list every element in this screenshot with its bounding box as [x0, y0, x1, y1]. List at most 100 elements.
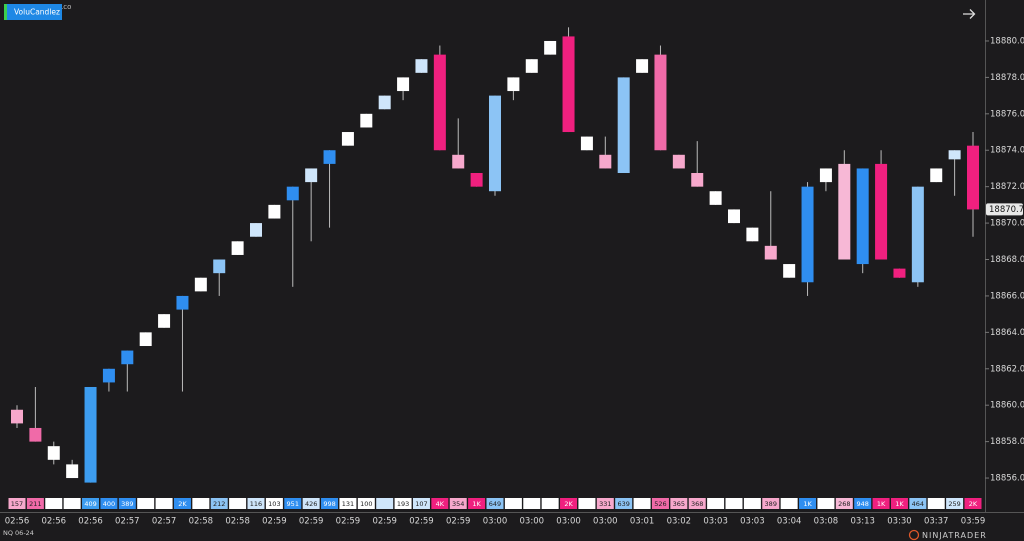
x-tick-label: 02:58: [225, 517, 250, 527]
volume-cell: [376, 498, 394, 509]
candle-body: [654, 54, 667, 151]
volume-label: 368: [691, 500, 703, 508]
candle-body: [47, 446, 60, 460]
volume-cell: [394, 498, 412, 509]
volume-cell: [596, 498, 614, 509]
volume-label: 526: [654, 500, 666, 508]
volume-label: 1K: [472, 500, 481, 508]
volume-label: 107: [415, 500, 427, 508]
x-tick-label: 02:59: [446, 517, 471, 527]
candle-body: [433, 54, 446, 151]
y-tick-label: 18880.00: [990, 36, 1024, 46]
volume-label: 100: [360, 500, 372, 508]
x-tick-label: 03:00: [593, 517, 618, 527]
candle-body: [599, 154, 612, 169]
volume-cell: [431, 498, 449, 509]
candle-body: [341, 132, 354, 146]
volume-cell: [82, 498, 100, 509]
candle-body: [617, 77, 630, 174]
y-tick-label: 18858.00: [990, 437, 1024, 447]
volume-cell: [946, 498, 964, 509]
volume-cell: [173, 498, 191, 509]
candle-body: [250, 223, 262, 237]
volume-label: 103: [268, 500, 280, 508]
candle-body: [305, 168, 318, 183]
x-tick-label: 03:01: [630, 517, 655, 527]
candle-body: [231, 241, 244, 255]
candle-body: [121, 350, 134, 365]
x-tick-label: 02:57: [115, 517, 140, 527]
volume-cell: [707, 498, 725, 509]
volume-label: 259: [948, 500, 960, 508]
volume-cell: [633, 498, 651, 509]
x-tick-label: 03:00: [520, 517, 545, 527]
last-price-label: 18870.75: [989, 205, 1024, 215]
badge-accent: [4, 4, 7, 20]
candle-body: [176, 295, 189, 310]
volume-cell: [229, 498, 247, 509]
volume-label: 998: [323, 500, 335, 508]
volume-cell: [504, 498, 522, 509]
volume-cell: [651, 498, 669, 509]
y-tick-label: 18878.00: [990, 73, 1024, 83]
volume-cell: [817, 498, 835, 509]
volume-cell: [339, 498, 357, 509]
y-tick-label: 18870.00: [990, 219, 1024, 229]
x-tick-label: 03:30: [887, 517, 912, 527]
volume-cell: [8, 498, 26, 509]
candle-body: [84, 386, 97, 483]
x-tick-label: 03:02: [667, 517, 692, 527]
volume-cell: [578, 498, 596, 509]
x-tick-label: 02:56: [42, 517, 67, 527]
volume-cell: [412, 498, 430, 509]
volume-label: 116: [250, 500, 262, 508]
volume-cell: [799, 498, 817, 509]
volume-cell: [890, 498, 908, 509]
volume-label: 426: [305, 500, 317, 508]
x-tick-label: 02:59: [299, 517, 324, 527]
volume-cell: [615, 498, 633, 509]
volume-label: 212: [213, 500, 225, 508]
volume-cell: [670, 498, 688, 509]
volume-cell: [247, 498, 265, 509]
volume-label: 2K: [969, 500, 978, 508]
y-tick-label: 18872.00: [990, 182, 1024, 192]
y-tick-label: 18862.00: [990, 364, 1024, 374]
volume-label: 331: [599, 500, 611, 508]
candle-body: [672, 154, 685, 169]
indicator-badge[interactable]: [4, 4, 62, 20]
volume-label: 400: [103, 500, 115, 508]
x-tick-label: 03:13: [850, 517, 875, 527]
volume-label: 211: [29, 500, 41, 508]
volume-cell: [210, 498, 228, 509]
y-tick-label: 18864.00: [990, 328, 1024, 338]
volume-label: 409: [84, 500, 96, 508]
x-tick-label: 02:59: [372, 517, 397, 527]
volume-label: 2K: [178, 500, 187, 508]
x-tick-label: 02:57: [152, 517, 177, 527]
volume-cell: [762, 498, 780, 509]
volume-cell: [302, 498, 320, 509]
candle-body: [911, 186, 924, 283]
scroll-arrow[interactable]: [963, 9, 976, 19]
candle-body: [636, 59, 649, 73]
volume-cell: [45, 498, 63, 509]
candle-body: [801, 186, 814, 283]
volume-label: 649: [489, 500, 501, 508]
volume-label: 268: [838, 500, 850, 508]
candle-body: [29, 427, 42, 442]
candle-body: [415, 59, 428, 73]
candle-body: [544, 40, 557, 55]
candle-body: [525, 59, 538, 73]
volume-cell: [780, 498, 798, 509]
volume-cell: [449, 498, 467, 509]
logo-icon: [908, 529, 920, 541]
volume-label: 1K: [877, 500, 886, 508]
candle-body: [323, 150, 336, 164]
candle-body: [378, 95, 391, 110]
candle-body: [875, 163, 888, 260]
instrument-label: NQ 06-24: [3, 529, 34, 537]
volume-label: 1K: [803, 500, 812, 508]
volume-label: 365: [673, 500, 685, 508]
candle-body: [11, 409, 23, 424]
